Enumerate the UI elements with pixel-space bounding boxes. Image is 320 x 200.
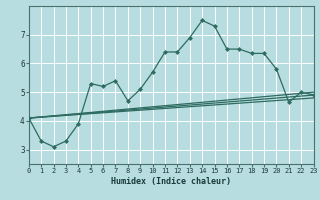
X-axis label: Humidex (Indice chaleur): Humidex (Indice chaleur) xyxy=(111,177,231,186)
